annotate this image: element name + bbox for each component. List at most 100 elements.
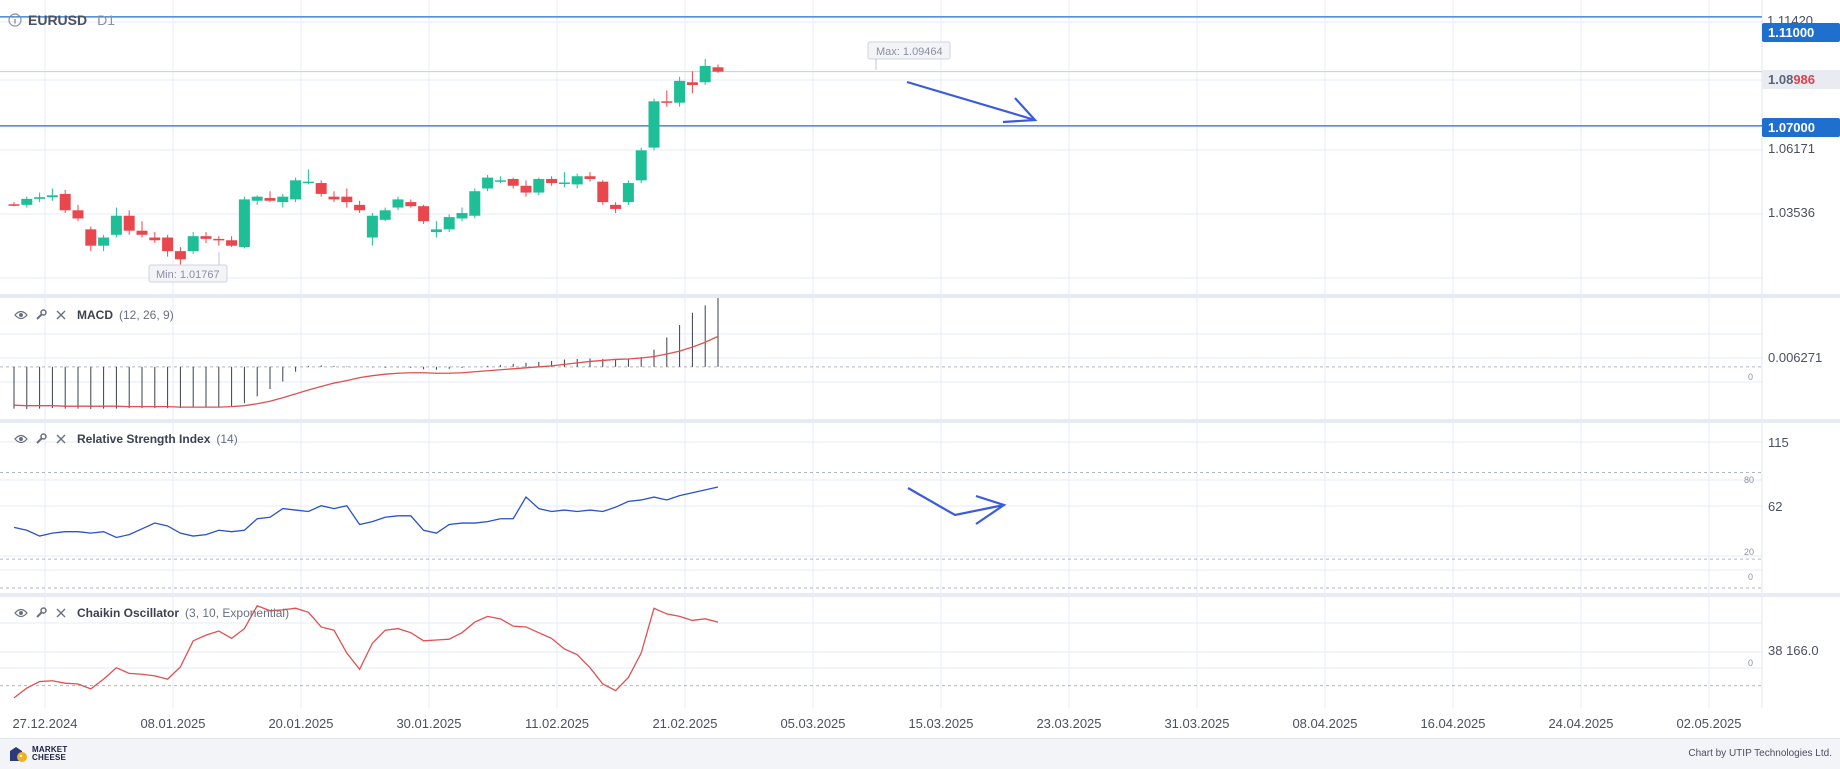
eye-icon[interactable] <box>11 306 31 324</box>
chaikin-zero-label: 0 <box>1748 658 1753 668</box>
candle-body <box>584 176 596 179</box>
candle-body <box>699 65 711 83</box>
rsi-params: (14) <box>216 432 238 446</box>
chaikin-line <box>13 604 719 699</box>
horizontal-levels[interactable] <box>0 16 1762 127</box>
candle-body <box>533 178 545 193</box>
info-icon[interactable] <box>8 13 22 27</box>
min-marker-box <box>148 264 228 283</box>
chaikin-header: Chaikin Oscillator (3, 10, Exponential) <box>11 604 289 622</box>
wrench-icon[interactable] <box>31 604 51 622</box>
chaikin-params: (3, 10, Exponential) <box>185 606 290 620</box>
candle-body <box>98 237 110 246</box>
rsi-level-0: 0 <box>1748 572 1753 582</box>
time-axis-label: 23.03.2025 <box>1036 716 1101 731</box>
rsi-axis-mid: 62 <box>1768 499 1782 514</box>
candle-body <box>469 191 481 216</box>
candle-body <box>418 206 430 222</box>
time-axis-label: 15.03.2025 <box>908 716 973 731</box>
rsi-title: Relative Strength Index <box>77 432 211 446</box>
time-axis-label: 21.02.2025 <box>652 716 717 731</box>
rsi-level-20: 20 <box>1744 547 1754 557</box>
candle-body <box>597 181 609 203</box>
price-label-1: 1.06171 <box>1768 141 1815 156</box>
candle-body <box>213 238 225 241</box>
level-badge-lower[interactable] <box>1762 118 1840 137</box>
price-trend-arrow-shaft[interactable] <box>906 80 1036 122</box>
candle-body <box>21 198 33 205</box>
logo-mark-icon <box>10 747 27 762</box>
time-axis-label: 24.04.2025 <box>1548 716 1613 731</box>
candle-body <box>251 196 263 201</box>
candle-body <box>187 236 199 252</box>
chaikin-axis-value: 38 166.0 <box>1768 643 1819 658</box>
time-axis[interactable]: 27.12.2024 08.01.2025 20.01.2025 30.01.2025… <box>12 716 1741 731</box>
close-icon[interactable] <box>51 604 71 622</box>
price-label-2: 1.03536 <box>1768 205 1815 220</box>
close-icon[interactable] <box>51 306 71 324</box>
time-axis-label: 30.01.2025 <box>396 716 461 731</box>
candle-body <box>238 199 250 248</box>
timeframe-label: D1 <box>97 12 116 28</box>
candle-body <box>123 215 135 231</box>
grid <box>0 0 1763 708</box>
wrench-icon[interactable] <box>31 430 51 448</box>
candlesticks <box>8 58 724 269</box>
rsi-trend-arrow-head[interactable] <box>975 494 1007 525</box>
time-axis-label: 20.01.2025 <box>268 716 333 731</box>
candle-body <box>571 176 583 185</box>
rsi-axis-top: 115 <box>1768 435 1789 450</box>
candle-body <box>315 183 327 194</box>
close-icon[interactable] <box>51 430 71 448</box>
rsi-level-80: 80 <box>1744 475 1754 485</box>
candle-body <box>174 251 186 260</box>
time-axis-label: 27.12.2024 <box>12 716 77 731</box>
candle-body <box>136 230 148 235</box>
brand-logo[interactable]: MARKET CHEESE <box>8 745 67 763</box>
time-axis-label: 08.04.2025 <box>1292 716 1357 731</box>
candle-body <box>277 196 289 203</box>
candle-body <box>610 204 622 209</box>
candle-body <box>648 101 660 148</box>
candle-body <box>558 182 570 184</box>
candle-body <box>302 181 314 184</box>
macd-plot <box>0 298 1762 410</box>
rsi-trend-arrow-shaft[interactable] <box>907 487 1005 517</box>
panel-divider[interactable] <box>0 419 1840 423</box>
level-badge-upper[interactable] <box>1762 23 1840 42</box>
price-trend-arrow-head[interactable] <box>1002 97 1038 124</box>
price-axis[interactable]: 1.11420 1.11000 1.08986 1.07000 1.06171 … <box>1744 13 1840 668</box>
candle-body <box>661 101 673 103</box>
candle-body <box>46 195 58 198</box>
max-marker-box <box>867 41 951 60</box>
wrench-icon[interactable] <box>31 306 51 324</box>
candle-body <box>226 240 238 246</box>
panel-separators[interactable] <box>0 294 1840 597</box>
macd-params: (12, 26, 9) <box>119 308 174 322</box>
candle-body <box>482 177 494 189</box>
macd-title: MACD <box>77 308 113 322</box>
candle-body <box>507 178 519 186</box>
eye-icon[interactable] <box>11 604 31 622</box>
candle-body <box>85 229 97 246</box>
candle-body <box>520 185 532 193</box>
candle-body <box>59 193 71 211</box>
candle-body <box>456 213 468 219</box>
min-marker-label: Min: 1.01767 <box>156 269 220 281</box>
level-badge-upper-label: 1.11000 <box>1768 25 1814 40</box>
current-price-badge <box>1762 70 1840 89</box>
panel-divider[interactable] <box>0 294 1840 298</box>
candle-body <box>341 196 353 203</box>
candle-body <box>200 236 212 239</box>
eye-icon[interactable] <box>11 430 31 448</box>
candle-body <box>443 217 455 230</box>
level-badge-lower-label: 1.07000 <box>1768 120 1815 135</box>
trend-arrows[interactable] <box>906 80 1038 525</box>
max-marker-label: Max: 1.09464 <box>876 46 943 58</box>
panel-divider[interactable] <box>0 593 1840 597</box>
current-price-label: 1.08986 <box>1768 72 1815 87</box>
candle-body <box>264 198 276 201</box>
chart-credit: Chart by UTIP Technologies Ltd. <box>1688 748 1832 759</box>
candle-body <box>494 180 506 182</box>
